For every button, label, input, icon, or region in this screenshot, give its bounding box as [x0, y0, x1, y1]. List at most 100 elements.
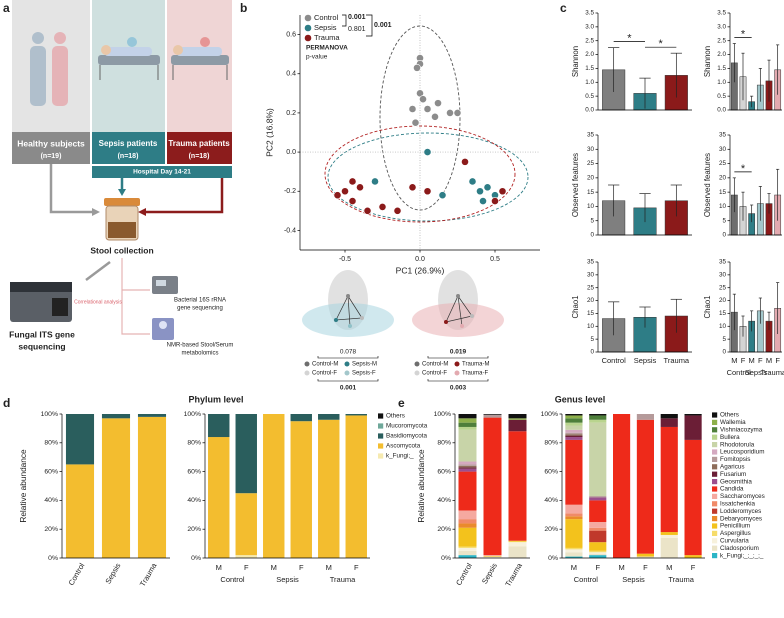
y-tick-label: 100%	[541, 411, 558, 418]
bar-segment	[589, 414, 607, 416]
group-name: Sepsis patients	[99, 139, 158, 148]
group-backdrop	[92, 0, 165, 132]
bar-segment	[318, 414, 340, 420]
x-tick-label: F	[741, 356, 746, 365]
bar-segment	[208, 437, 230, 558]
group-backdrop	[167, 0, 232, 132]
significance-label: *	[741, 163, 746, 175]
bracket	[366, 14, 373, 37]
legend-label: Rhodotorula	[720, 441, 755, 448]
bar-segment	[458, 527, 477, 547]
y-tick-label: 20	[587, 297, 595, 304]
y-tick-label: -0.2	[284, 188, 296, 195]
bar-segment	[458, 468, 477, 472]
inset-sepsis: 0.078 Control-M Control-F Sepsis-M Sepsi…	[302, 270, 394, 392]
point	[438, 191, 447, 200]
y-axis-label: Shannon	[703, 46, 712, 77]
people-icon	[30, 32, 68, 106]
panel-label: d	[3, 396, 10, 410]
y-axis-label: Relative abundance	[18, 449, 28, 523]
point	[446, 109, 454, 117]
y-tick-label: 10	[719, 203, 727, 210]
y-tick-label: 10	[587, 203, 595, 210]
legend-label: Bullera	[720, 434, 740, 441]
ellipse	[327, 132, 529, 222]
y-tick-label: 5	[722, 336, 726, 343]
significance-label: *	[659, 38, 664, 50]
bracket	[427, 379, 489, 382]
bar-segment	[458, 546, 477, 548]
y-tick-label: 0	[722, 232, 726, 239]
bar-segment	[458, 422, 477, 427]
x-tick-label: F	[775, 356, 780, 365]
legend-swatch	[712, 516, 718, 522]
point	[423, 187, 432, 196]
timepoint-banner	[92, 166, 232, 178]
p-value: 0.001	[348, 14, 366, 21]
point	[479, 197, 487, 205]
y-tick-label: 15	[587, 189, 595, 196]
bar-segment	[565, 519, 583, 548]
bar-segment	[660, 426, 678, 533]
bar-segment	[565, 418, 583, 423]
bar-segment	[589, 415, 607, 420]
legend-label: Agaricus	[720, 463, 745, 470]
stool-jar-icon	[104, 198, 140, 241]
y-tick-label: 20	[719, 297, 727, 304]
bar-segment	[589, 555, 607, 558]
group-label: Sepsis	[745, 368, 768, 377]
x-axis-label: PC1 (26.9%)	[396, 265, 445, 275]
bar-segment	[458, 426, 477, 430]
y-tick-label: 0.5	[585, 93, 594, 100]
legend-label: Penicillium	[720, 523, 750, 530]
bar-segment	[589, 497, 607, 501]
legend-swatch	[378, 443, 384, 449]
y-tick-label: 40%	[437, 497, 451, 504]
legend-swatch	[712, 464, 718, 470]
y-tick-label: 0	[590, 349, 594, 356]
x-tick-label: Sepsis	[103, 561, 122, 585]
point	[434, 99, 442, 108]
legend-swatch	[712, 501, 718, 507]
bar-segment	[589, 527, 607, 531]
group-banner	[92, 132, 165, 164]
bar-segment	[565, 414, 583, 416]
y-tick-label: 15	[719, 189, 727, 196]
legend-swatch	[378, 453, 384, 459]
p-value: 0.078	[340, 349, 357, 356]
x-tick-label: M	[749, 356, 755, 365]
point	[419, 95, 427, 104]
y-tick-label: 20	[719, 175, 727, 182]
bar-segment	[684, 415, 702, 440]
method-label: Fungal ITS gene	[9, 329, 75, 339]
bar-segment	[508, 418, 527, 420]
y-tick-label: 80%	[187, 440, 201, 447]
p-value: 0.003	[450, 385, 467, 392]
legend-swatch	[712, 493, 718, 499]
bar-segment	[101, 414, 131, 419]
y-tick-label: 80%	[544, 440, 558, 447]
bar-segment	[508, 541, 527, 543]
y-tick-label: 80%	[44, 440, 58, 447]
group-label: Trauma	[668, 575, 694, 584]
legend-label: Sepsis-M	[352, 362, 377, 368]
legend-label: Basidiomycota	[386, 433, 427, 440]
significance-label: *	[627, 33, 632, 45]
y-tick-label: 35	[587, 259, 595, 266]
legend-label: Aspergillus	[720, 530, 751, 537]
x-tick-label: M	[731, 356, 737, 365]
legend-marker	[304, 24, 312, 32]
machine-icon	[152, 276, 178, 294]
y-tick-label: 20%	[187, 526, 201, 533]
legend-label: Trauma-M	[462, 362, 489, 368]
x-tick-label: F	[354, 563, 359, 572]
y-tick-label: 25	[587, 160, 595, 167]
bracket	[317, 356, 379, 359]
x-tick-label: Trauma	[503, 561, 524, 588]
bar-segment	[235, 414, 257, 494]
group-n: (n=18)	[189, 153, 210, 160]
bar-segment	[508, 431, 527, 541]
bar-segment	[483, 555, 502, 556]
legend-swatch	[378, 413, 384, 419]
group-label: Trauma	[330, 575, 356, 584]
